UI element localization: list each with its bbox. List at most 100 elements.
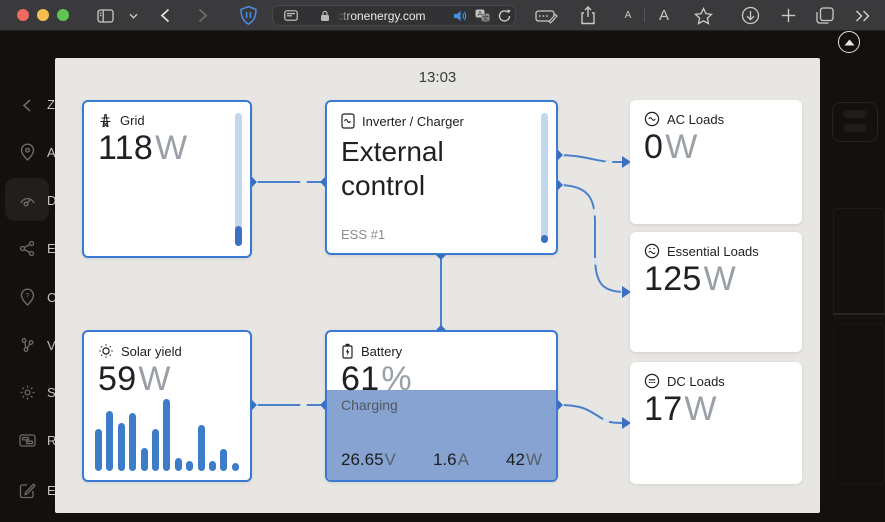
- page-settings-icon[interactable]: [283, 6, 299, 25]
- inverter-mode-line1: External: [341, 136, 444, 167]
- dc-loads-icon: [644, 373, 660, 389]
- browser-toolbar: ctronenergy.com A 文: [0, 0, 885, 31]
- battery-stats: 26.65V 1.6A 42W: [341, 450, 542, 470]
- battery-voltage-unit: V: [384, 450, 396, 469]
- battery-current: 1.6: [432, 450, 457, 469]
- battery-card[interactable]: Charging Battery 61% 26.65V 1.6A 42W: [325, 330, 558, 482]
- svg-text:文: 文: [482, 13, 489, 22]
- ac-loads-label: AC Loads: [667, 111, 725, 127]
- more-toolbar-icon[interactable]: [851, 0, 875, 31]
- solar-sun-icon: [99, 344, 113, 358]
- solar-bar: [163, 399, 171, 471]
- location-pin-icon[interactable]: [18, 143, 37, 162]
- solar-yield-card[interactable]: Solar yield 59W: [82, 330, 252, 482]
- battery-icon: [342, 343, 353, 359]
- grid-gauge: [235, 113, 242, 246]
- pin-question-icon[interactable]: ?: [18, 288, 37, 307]
- sidebar-toggle-icon[interactable]: [95, 0, 115, 31]
- translate-icon[interactable]: A 文: [473, 6, 491, 25]
- overview-time: 13:03: [418, 69, 457, 86]
- address-bar[interactable]: ctronenergy.com A 文: [272, 5, 516, 26]
- background-settings-button: [832, 102, 878, 142]
- solar-bar: [186, 461, 194, 471]
- ac-loads-unit: W: [665, 128, 698, 166]
- new-tab-icon[interactable]: [777, 0, 799, 31]
- edit-pencil-icon[interactable]: [18, 481, 37, 500]
- zoom-window-button[interactable]: [57, 9, 69, 21]
- solar-bar: [231, 463, 239, 471]
- sidebar-label-fragment: E: [47, 241, 55, 256]
- sidebar-label-fragment: A: [47, 145, 55, 160]
- solar-bar: [220, 449, 228, 471]
- back-button[interactable]: [156, 0, 174, 31]
- sidebar-label-fragment: Z: [47, 97, 55, 112]
- solar-bar: [106, 411, 114, 471]
- url-text[interactable]: ctronenergy.com: [337, 8, 426, 23]
- vrm-app-background: ? Z A D E C V S R E 13: [0, 31, 885, 522]
- sidebar-label-fragment: C: [47, 290, 55, 305]
- autofill-icon[interactable]: [533, 0, 559, 31]
- minimize-window-button[interactable]: [37, 9, 49, 21]
- dashboard-gauge-icon[interactable]: [18, 191, 37, 210]
- solar-bar: [197, 425, 205, 471]
- essential-loads-icon: [644, 243, 660, 259]
- battery-power: 42: [506, 450, 525, 469]
- background-sparkline: [833, 313, 885, 315]
- gear-icon[interactable]: [18, 383, 37, 402]
- reload-icon[interactable]: [496, 6, 512, 25]
- system-overview-panel: 13:03: [55, 58, 820, 513]
- solar-bar: [140, 448, 148, 471]
- inverter-icon: [341, 113, 355, 129]
- sidebar-label-fragment: S: [47, 385, 55, 400]
- solar-bar: [152, 429, 160, 471]
- audio-playing-icon[interactable]: [452, 6, 468, 25]
- solar-bar: [209, 461, 217, 471]
- inverter-card[interactable]: Inverter / Charger External control ESS …: [325, 100, 558, 255]
- text-larger-button[interactable]: A: [658, 7, 669, 24]
- forward-button[interactable]: [194, 0, 212, 31]
- essential-loads-value: 125: [644, 260, 702, 298]
- dc-loads-value: 17: [644, 390, 683, 428]
- tab-overview-icon[interactable]: [813, 0, 837, 31]
- solar-bar: [95, 429, 102, 471]
- grid-card[interactable]: Grid 118W: [82, 100, 252, 258]
- ac-loads-value: 0: [644, 128, 664, 166]
- dc-loads-label: DC Loads: [667, 373, 725, 389]
- battery-current-unit: A: [457, 450, 469, 469]
- sidebar-label-fragment: D: [47, 193, 55, 208]
- chevron-down-icon[interactable]: [126, 0, 140, 31]
- ac-loads-icon: [644, 111, 660, 127]
- grid-unit: W: [155, 129, 188, 167]
- essential-loads-unit: W: [703, 260, 737, 298]
- favorites-star-icon[interactable]: [692, 0, 714, 31]
- inverter-gauge: [541, 113, 548, 243]
- sidebar-label-fragment: V: [47, 338, 55, 353]
- shield-extension-icon[interactable]: [237, 0, 259, 31]
- dc-loads-card[interactable]: DC Loads 17W: [630, 362, 802, 484]
- solar-yield-value: 59: [98, 360, 137, 398]
- sidebar-active-highlight: [5, 178, 49, 221]
- background-card-outline: [833, 324, 885, 484]
- essential-loads-card[interactable]: Essential Loads 125W: [630, 232, 802, 352]
- battery-soc: 61: [341, 360, 380, 398]
- grid-value: 118: [98, 129, 154, 167]
- back-chevron-icon[interactable]: [18, 96, 37, 115]
- share-nodes-icon[interactable]: [18, 239, 37, 258]
- remote-console-icon[interactable]: [18, 431, 37, 450]
- solar-bar: [129, 413, 137, 471]
- battery-power-unit: W: [525, 450, 542, 469]
- share-icon[interactable]: [577, 0, 599, 31]
- svg-text:?: ?: [26, 293, 30, 300]
- inverter-label: Inverter / Charger: [362, 113, 464, 129]
- ac-loads-card[interactable]: AC Loads 0W: [630, 100, 802, 224]
- text-smaller-button[interactable]: A: [624, 10, 632, 21]
- svg-text:A: A: [477, 11, 482, 18]
- sitemap-nodes-icon[interactable]: [18, 336, 37, 355]
- divider: [644, 9, 645, 22]
- close-window-button[interactable]: [17, 9, 29, 21]
- downloads-icon[interactable]: [739, 0, 761, 31]
- collapse-overview-button[interactable]: [838, 31, 860, 53]
- battery-voltage: 26.65: [341, 450, 384, 469]
- inverter-device-name: ESS #1: [341, 227, 386, 242]
- sidebar-label-fragment: R: [47, 433, 55, 448]
